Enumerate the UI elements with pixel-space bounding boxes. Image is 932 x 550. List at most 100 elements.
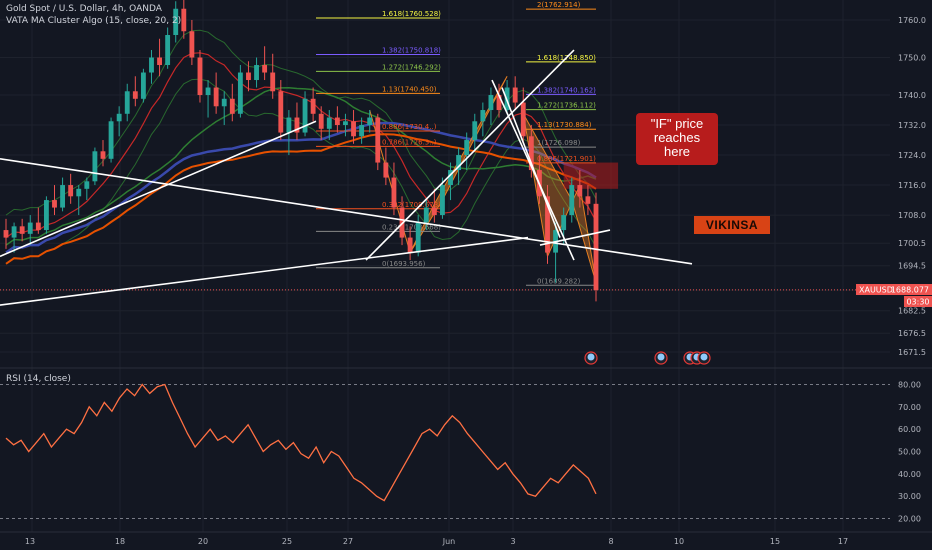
- trendline: [501, 87, 561, 238]
- price-tick-label: 1750.0: [898, 54, 926, 63]
- candle-body: [270, 72, 276, 92]
- candle-body: [407, 237, 413, 253]
- flag-icon: [700, 353, 708, 361]
- callout-line-3: here: [663, 144, 691, 159]
- time-tick-label: 27: [343, 537, 353, 546]
- candle-body: [157, 57, 162, 66]
- fib-right-label: 1.382(1740.162): [537, 86, 596, 94]
- time-axis[interactable]: 13 18 20 25 27 Jun 3 8 10 15 17: [0, 531, 932, 546]
- price-tag-box: [856, 284, 932, 295]
- ma-long: [5, 133, 597, 265]
- symbol-legend[interactable]: Gold Spot / U.S. Dollar, 4h, OANDA: [6, 4, 162, 14]
- candle-body: [383, 162, 389, 178]
- fib-right-label: 1.13(1730.884): [537, 121, 592, 129]
- trendline: [365, 49, 575, 261]
- time-tick-label: 13: [25, 537, 35, 546]
- fib-right-label: 1(1726.098): [537, 139, 581, 147]
- candle-body: [60, 185, 65, 208]
- rsi-tick-label: 30.00: [898, 492, 921, 501]
- candle-body: [19, 226, 25, 234]
- rsi-legend[interactable]: RSI (14, close): [6, 374, 71, 384]
- candle-body: [302, 98, 308, 133]
- ma-mid: [5, 86, 597, 246]
- candle-body: [108, 121, 114, 159]
- candle-body: [545, 196, 550, 253]
- fib-left-label: 0.382(1709.673): [382, 201, 441, 209]
- time-tick-label: 10: [674, 537, 684, 546]
- time-tick-label: Jun: [442, 537, 456, 546]
- time-tick-label: 3: [510, 537, 515, 546]
- candle-body: [237, 72, 243, 114]
- rsi-tick-label: 40.00: [898, 470, 921, 479]
- time-tick-label: 8: [608, 537, 613, 546]
- flag-icon: [657, 353, 665, 361]
- candle-body: [43, 200, 49, 231]
- fib-right-label: 1.272(1736.112): [537, 102, 596, 110]
- candle-body: [528, 136, 534, 171]
- countdown-label: 03:30: [906, 298, 929, 307]
- candle-body: [286, 117, 292, 133]
- bb-upper: [5, 29, 597, 216]
- price-tag-value: 1688.077: [891, 286, 929, 295]
- countdown-box: [904, 296, 932, 307]
- fib-left-label: 0.236(1703.668): [382, 223, 441, 231]
- ma-slow: [5, 121, 597, 254]
- trendline: [539, 229, 611, 246]
- candle-body: [84, 181, 90, 189]
- rsi-tick-label: 20.00: [898, 515, 921, 524]
- candle-body: [488, 95, 494, 111]
- candle-body: [173, 8, 179, 36]
- fib-right-label: 0(1689.282): [537, 277, 581, 285]
- fib-left-label: 1.13(1740.450): [382, 85, 437, 93]
- candle-body: [149, 57, 154, 73]
- candle-body: [593, 203, 599, 291]
- event-markers[interactable]: [584, 351, 711, 365]
- candle-body: [3, 230, 9, 238]
- candle-body: [577, 185, 583, 197]
- candle-body: [351, 121, 356, 137]
- price-tick-label: 1676.5: [898, 329, 926, 338]
- candle-body: [294, 117, 300, 133]
- rsi-pane: 80.00 70.00 60.00 50.00 40.00 30.00 20.00: [0, 381, 921, 524]
- price-tick-label: 1671.5: [898, 348, 926, 357]
- trendline: [0, 158, 693, 265]
- candle-body: [35, 222, 41, 231]
- rsi-line: [5, 383, 597, 502]
- candle-body: [165, 35, 171, 66]
- candle-body: [11, 226, 17, 238]
- last-price-tag: XAUUSD 1688.077 03:30: [856, 284, 932, 307]
- time-tick-label: 20: [198, 537, 208, 546]
- candle-body: [431, 207, 437, 216]
- candle-body: [520, 102, 526, 137]
- price-tick-label: 1716.0: [898, 181, 926, 190]
- rsi-tick-label: 80.00: [898, 381, 921, 390]
- indicator-legend[interactable]: VATA MA Cluster Algo (15, close, 20, 2): [6, 16, 182, 26]
- fib-left-label: 1.272(1746.292): [382, 63, 441, 71]
- price-tag-label: XAUUSD: [859, 286, 893, 295]
- candle-body: [569, 185, 575, 216]
- candle-body: [246, 72, 251, 81]
- candle-body: [213, 87, 219, 107]
- candle-body: [496, 95, 502, 111]
- callout-line-2: reaches: [653, 130, 701, 145]
- candle-body: [480, 110, 486, 122]
- annotation-callout[interactable]: "IF" price reaches here: [636, 113, 718, 165]
- candle-body: [27, 222, 33, 234]
- candle-body: [512, 87, 518, 103]
- fib-left-label: 1.382(1750.818): [382, 46, 441, 54]
- candle-body: [132, 91, 138, 99]
- candle-body: [52, 200, 57, 208]
- price-tick-label: 1732.0: [898, 121, 926, 130]
- candle-body: [334, 117, 340, 126]
- time-tick-label: 17: [838, 537, 848, 546]
- ma-fast: [5, 52, 597, 239]
- time-tick-label: 18: [115, 537, 125, 546]
- grid: [0, 0, 932, 532]
- candle-body: [262, 65, 268, 73]
- candle-body: [391, 177, 397, 208]
- candle-body: [375, 117, 381, 163]
- trendline: [491, 79, 575, 261]
- candle-body: [189, 31, 195, 58]
